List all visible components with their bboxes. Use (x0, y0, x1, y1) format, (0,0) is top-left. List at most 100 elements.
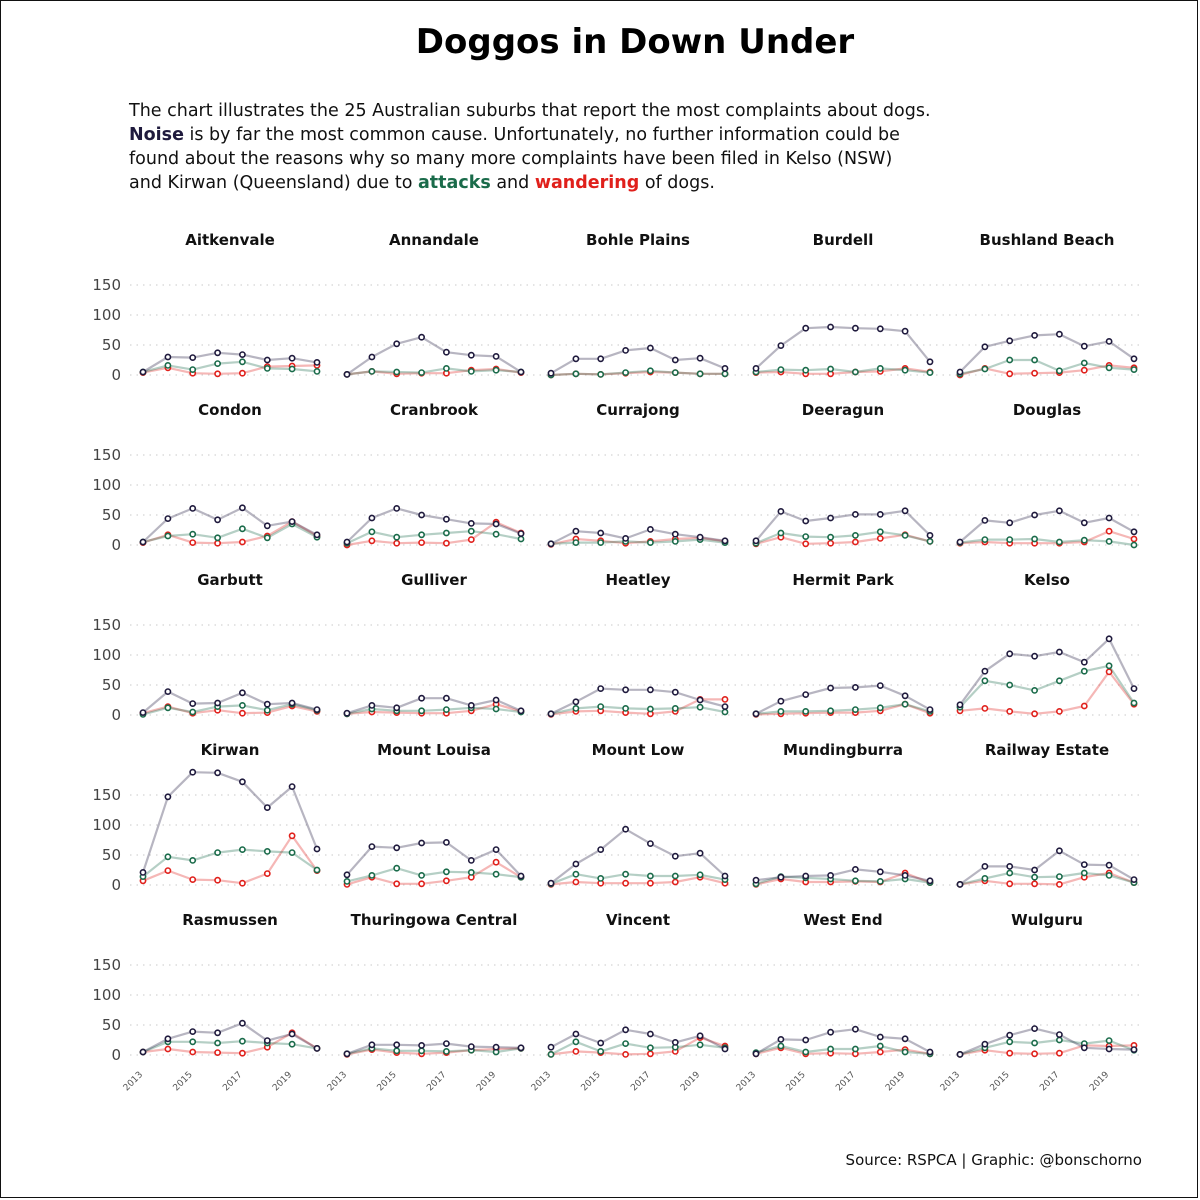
y-tick-label: 50 (102, 506, 121, 524)
noise-point (492, 352, 500, 360)
attacks-line (755, 703, 931, 715)
noise-point (1105, 337, 1113, 345)
attacks-point (418, 707, 425, 715)
noise-highlight: Noise (129, 125, 184, 145)
attacks-point (393, 864, 401, 872)
attacks-point (777, 1042, 785, 1050)
wandering-point (189, 1048, 197, 1056)
noise-point (238, 351, 246, 358)
attacks-point (1080, 869, 1088, 877)
noise-point (164, 793, 172, 801)
panel-kirwan: Kirwan (139, 741, 321, 887)
noise-point (139, 1048, 147, 1056)
attacks-point (696, 370, 704, 378)
noise-point (622, 535, 629, 542)
attacks-point (1031, 873, 1038, 881)
wandering-point (802, 540, 810, 548)
noise-point (418, 1042, 425, 1049)
panel-deeragun: Deeragun (752, 401, 934, 548)
attacks-point (721, 370, 729, 378)
wandering-point (1105, 668, 1113, 676)
noise-point (572, 527, 580, 535)
wandering-point (418, 539, 425, 546)
noise-point (876, 1033, 884, 1041)
attacks-point (442, 1048, 450, 1055)
attacks-line (346, 867, 522, 883)
attacks-point (442, 364, 450, 372)
wandering-point (1056, 708, 1063, 715)
noise-point (671, 852, 679, 860)
attacks-point (393, 533, 401, 541)
x-tick-label: 2017 (834, 1070, 857, 1093)
attacks-point (164, 532, 172, 540)
attacks-point (1130, 366, 1138, 373)
wandering-line (550, 370, 725, 377)
noise-point (696, 533, 704, 541)
noise-point (777, 342, 785, 349)
noise-point (777, 697, 785, 705)
attacks-line (142, 703, 318, 716)
panel-heatley: Heatley (547, 571, 729, 718)
panel-title: Gulliver (401, 571, 467, 589)
y-tick-label: 100 (92, 306, 121, 324)
noise-point (981, 1040, 989, 1048)
x-tick-label: 2013 (530, 1070, 553, 1093)
wandering-point (263, 870, 271, 877)
noise-point (802, 517, 810, 525)
attacks-point (802, 708, 810, 715)
noise-point (492, 1043, 500, 1051)
noise-point (263, 700, 271, 708)
attacks-point (547, 1051, 555, 1058)
noise-point (1031, 511, 1038, 519)
noise-point (288, 518, 296, 525)
noise-point (827, 684, 834, 692)
subtitle-line-2-rest: is by far the most common cause. Unfortu… (183, 125, 900, 145)
attacks-point (263, 706, 271, 714)
attacks-line (346, 706, 522, 715)
attacks-point (572, 1038, 580, 1046)
wandering-line (959, 364, 1135, 377)
noise-point (1006, 1031, 1014, 1039)
noise-point (1006, 650, 1014, 658)
panel-title: Railway Estate (985, 741, 1109, 759)
noise-point (696, 354, 704, 362)
noise-point (956, 538, 964, 546)
wandering-line (346, 1047, 522, 1056)
subtitle-line-1: The chart illustrates the 25 Australian … (129, 101, 931, 121)
noise-point (343, 1050, 351, 1058)
wandering-line (550, 536, 726, 546)
attacks-point (442, 706, 450, 713)
noise-point (1105, 1045, 1113, 1053)
attacks-point (368, 872, 376, 879)
attacks-point (492, 870, 500, 878)
noise-point (777, 873, 785, 881)
y-tick-label: 100 (92, 816, 121, 834)
attacks-point (981, 677, 989, 685)
attacks-point (189, 857, 197, 864)
attacks-point (1105, 538, 1113, 545)
attacks-point (901, 1048, 909, 1056)
panel-title: Vincent (606, 911, 670, 929)
panel-vincent: Vincent (547, 911, 729, 1058)
wandering-line (755, 703, 931, 716)
wandering-point (1006, 370, 1014, 378)
attacks-point (418, 531, 425, 539)
attacks-point (238, 525, 246, 533)
attacks-point (671, 538, 679, 545)
wandering-line (755, 1046, 931, 1055)
noise-point (238, 778, 246, 786)
x-tick-label: 2013 (939, 1070, 962, 1093)
noise-point (1105, 514, 1113, 522)
x-tick-label: 2013 (735, 1070, 758, 1093)
noise-point (1080, 519, 1088, 527)
noise-line (141, 771, 319, 873)
noise-point (1130, 355, 1138, 363)
wandering-line (142, 364, 318, 375)
attacks-point (263, 534, 271, 542)
attacks-point (671, 369, 679, 376)
noise-point (442, 694, 450, 702)
y-tick-label: 150 (92, 276, 121, 294)
noise-point (547, 710, 555, 718)
attacks-point (647, 539, 654, 546)
attacks-point (852, 1045, 859, 1053)
